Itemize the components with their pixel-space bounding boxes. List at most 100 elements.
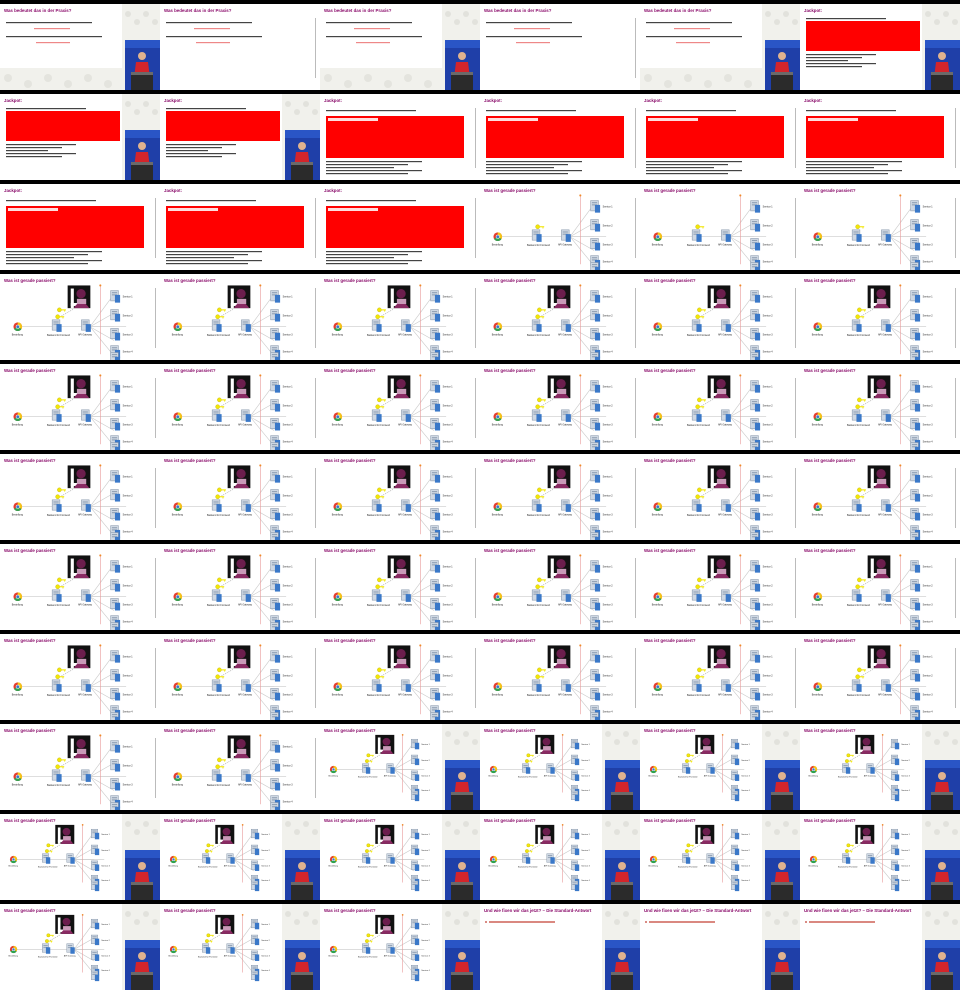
label-bff: Backend for Frontend — [198, 955, 217, 958]
slide-thumbnail[interactable]: Jackpot: — [800, 4, 960, 90]
slide-thumbnail[interactable]: Was ist gerade passiert? Bestellung Back… — [0, 634, 160, 720]
slide-thumbnail[interactable]: Und wie fixen wir das jetzt? – Die Stand… — [800, 904, 960, 990]
server-icon — [110, 669, 121, 682]
redacted-block — [326, 206, 464, 248]
slide-thumbnail[interactable]: Was ist gerade passiert? Bestellung Back… — [320, 724, 480, 810]
label-service: Service 1 — [923, 295, 934, 298]
slide-thumbnail[interactable]: Und wie fixen wir das jetzt? – Die Stand… — [640, 904, 800, 990]
slide-thumbnail[interactable]: Was ist gerade passiert? Bestellung Back… — [320, 274, 480, 360]
slide-thumbnail[interactable]: Was ist gerade passiert? Bestellung Back… — [480, 634, 640, 720]
slide-canvas: Was ist gerade passiert? Bestellung Back… — [480, 364, 640, 450]
slide-thumbnail[interactable]: Was bedeutet das in der Praxis? — [0, 4, 160, 90]
label-service: Service 4 — [763, 711, 774, 714]
slide-thumbnail[interactable]: Was ist gerade passiert? Bestellung Back… — [320, 814, 480, 900]
slide-thumbnail[interactable]: Was ist gerade passiert? Bestellung Back… — [640, 274, 800, 360]
slide-thumbnail[interactable]: Was ist gerade passiert? Bestellung Back… — [160, 274, 320, 360]
key-icon — [697, 307, 706, 313]
slide-thumbnail[interactable]: Was bedeutet das in der Praxis? — [640, 4, 800, 90]
slide-thumbnail[interactable]: Was ist gerade passiert? Bestellung Back… — [640, 544, 800, 630]
slide-thumbnail[interactable]: Was ist gerade passiert? Bestellung Back… — [480, 184, 640, 270]
slide-thumbnail[interactable]: Was ist gerade passiert? Bestellung Back… — [320, 364, 480, 450]
slide-thumbnail[interactable]: Was ist gerade passiert? Bestellung Back… — [640, 634, 800, 720]
slide-thumbnail[interactable]: Was ist gerade passiert? Bestellung Back… — [0, 364, 160, 450]
slide-thumbnail[interactable]: Was ist gerade passiert? Bestellung Back… — [800, 814, 960, 900]
slide-thumbnail[interactable]: Was ist gerade passiert? Bestellung Back… — [160, 904, 320, 990]
slide-thumbnail[interactable]: Was ist gerade passiert? Bestellung Back… — [0, 544, 160, 630]
redacted-block — [806, 21, 920, 51]
server-icon — [430, 352, 441, 360]
hacker-icon — [867, 645, 891, 669]
label-service: Service 2 — [283, 314, 294, 317]
slide-thumbnail[interactable]: Was bedeutet das in der Praxis? — [160, 4, 320, 90]
slide-thumbnail[interactable]: Was ist gerade passiert? Bestellung Back… — [0, 904, 160, 990]
slide-footer — [635, 18, 636, 78]
key-icon — [846, 843, 854, 848]
slide-footer — [635, 648, 636, 708]
slide-thumbnail[interactable]: Was ist gerade passiert? Bestellung Back… — [160, 814, 320, 900]
slide-thumbnail[interactable]: Was ist gerade passiert? Bestellung Back… — [0, 724, 160, 810]
key-icon — [855, 584, 865, 589]
slide-thumbnail[interactable]: Jackpot: — [320, 184, 480, 270]
slide-thumbnail[interactable]: Was ist gerade passiert? Bestellung Back… — [0, 454, 160, 540]
label-service: Service 2 — [763, 314, 774, 317]
label-service: Service 3 — [603, 333, 614, 336]
slide-thumbnail[interactable]: Was ist gerade passiert? Bestellung Back… — [160, 454, 320, 540]
slide-thumbnail[interactable]: Was ist gerade passiert? Bestellung Back… — [320, 904, 480, 990]
hacker-icon — [695, 824, 715, 844]
slide-thumbnail[interactable]: Was bedeutet das in der Praxis? — [480, 4, 640, 90]
slide-thumbnail[interactable]: Jackpot: — [640, 94, 800, 180]
slide-thumbnail[interactable]: Was ist gerade passiert? Bestellung Back… — [480, 274, 640, 360]
label-service: Service 2 — [901, 850, 910, 852]
label-bff: Backend for Frontend — [367, 604, 391, 607]
key-icon — [857, 577, 866, 583]
slide-thumbnail[interactable]: Was ist gerade passiert? Bestellung Back… — [800, 274, 960, 360]
slide-thumbnail[interactable]: Und wie fixen wir das jetzt? – Die Stand… — [480, 904, 640, 990]
slide-thumbnail[interactable]: Was ist gerade passiert? Bestellung Back… — [800, 724, 960, 810]
key-icon — [57, 757, 66, 763]
label-service: Service 3 — [123, 603, 134, 606]
slide-thumbnail[interactable]: Was ist gerade passiert? Bestellung Back… — [320, 544, 480, 630]
slide-thumbnail[interactable]: Was ist gerade passiert? Bestellung Back… — [800, 364, 960, 450]
slide-thumbnail[interactable]: Was ist gerade passiert? Bestellung Back… — [320, 634, 480, 720]
slide-thumbnail[interactable]: Was ist gerade passiert? Bestellung Back… — [160, 724, 320, 810]
slide-thumbnail[interactable]: Was bedeutet das in der Praxis? — [320, 4, 480, 90]
slide-thumbnail[interactable]: Was ist gerade passiert? Bestellung Back… — [800, 634, 960, 720]
slide-thumbnail[interactable]: Was ist gerade passiert? Bestellung Back… — [800, 184, 960, 270]
slide-thumbnail[interactable]: Jackpot: — [480, 94, 640, 180]
slide-thumbnail[interactable]: Was ist gerade passiert? Bestellung Back… — [160, 364, 320, 450]
slide-thumbnail[interactable]: Was ist gerade passiert? Bestellung Back… — [640, 364, 800, 450]
speaker-video — [122, 904, 160, 990]
slide-thumbnail[interactable]: Jackpot: — [160, 184, 320, 270]
slide-thumbnail[interactable]: Jackpot: — [320, 94, 480, 180]
label-service: Service 4 — [101, 970, 110, 972]
slide-thumbnail[interactable]: Was ist gerade passiert? Bestellung Back… — [800, 454, 960, 540]
slide-thumbnail[interactable]: Was ist gerade passiert? Bestellung Back… — [640, 724, 800, 810]
slide-thumbnail[interactable]: Jackpot: — [0, 184, 160, 270]
slide-thumbnail[interactable]: Was ist gerade passiert? Bestellung Back… — [160, 544, 320, 630]
slide-thumbnail[interactable]: Was ist gerade passiert? Bestellung Back… — [480, 364, 640, 450]
slide-thumbnail[interactable]: Was ist gerade passiert? Bestellung Back… — [0, 274, 160, 360]
key-icon — [366, 753, 374, 758]
speaker-video — [762, 724, 800, 810]
slide-thumbnail[interactable]: Was ist gerade passiert? Bestellung Back… — [800, 544, 960, 630]
slide-canvas: Was ist gerade passiert? Bestellung Back… — [0, 274, 160, 360]
slide-thumbnail[interactable]: Jackpot: — [800, 94, 960, 180]
label-service: Service 4 — [443, 531, 454, 534]
slide-thumbnail[interactable]: Was ist gerade passiert? Bestellung Back… — [480, 724, 640, 810]
slide-thumbnail[interactable]: Was ist gerade passiert? Bestellung Back… — [640, 454, 800, 540]
slide-thumbnail[interactable]: Jackpot: — [160, 94, 320, 180]
slide-thumbnail[interactable]: Was ist gerade passiert? Bestellung Back… — [480, 814, 640, 900]
slide-thumbnail[interactable]: Was ist gerade passiert? Bestellung Back… — [640, 814, 800, 900]
server-icon — [590, 262, 601, 270]
slide-thumbnail[interactable]: Was ist gerade passiert? Bestellung Back… — [320, 454, 480, 540]
slide-thumbnail[interactable]: Was ist gerade passiert? Bestellung Back… — [160, 634, 320, 720]
slide-thumbnail[interactable]: Jackpot: — [0, 94, 160, 180]
chrome-icon — [329, 945, 338, 954]
slide-thumbnail[interactable]: Was ist gerade passiert? Bestellung Back… — [640, 184, 800, 270]
slide-thumbnail[interactable]: Was ist gerade passiert? Bestellung Back… — [0, 814, 160, 900]
slide-footer — [155, 288, 156, 348]
key-icon — [217, 307, 226, 313]
key-icon — [697, 397, 706, 403]
slide-thumbnail[interactable]: Was ist gerade passiert? Bestellung Back… — [480, 544, 640, 630]
slide-thumbnail[interactable]: Was ist gerade passiert? Bestellung Back… — [480, 454, 640, 540]
